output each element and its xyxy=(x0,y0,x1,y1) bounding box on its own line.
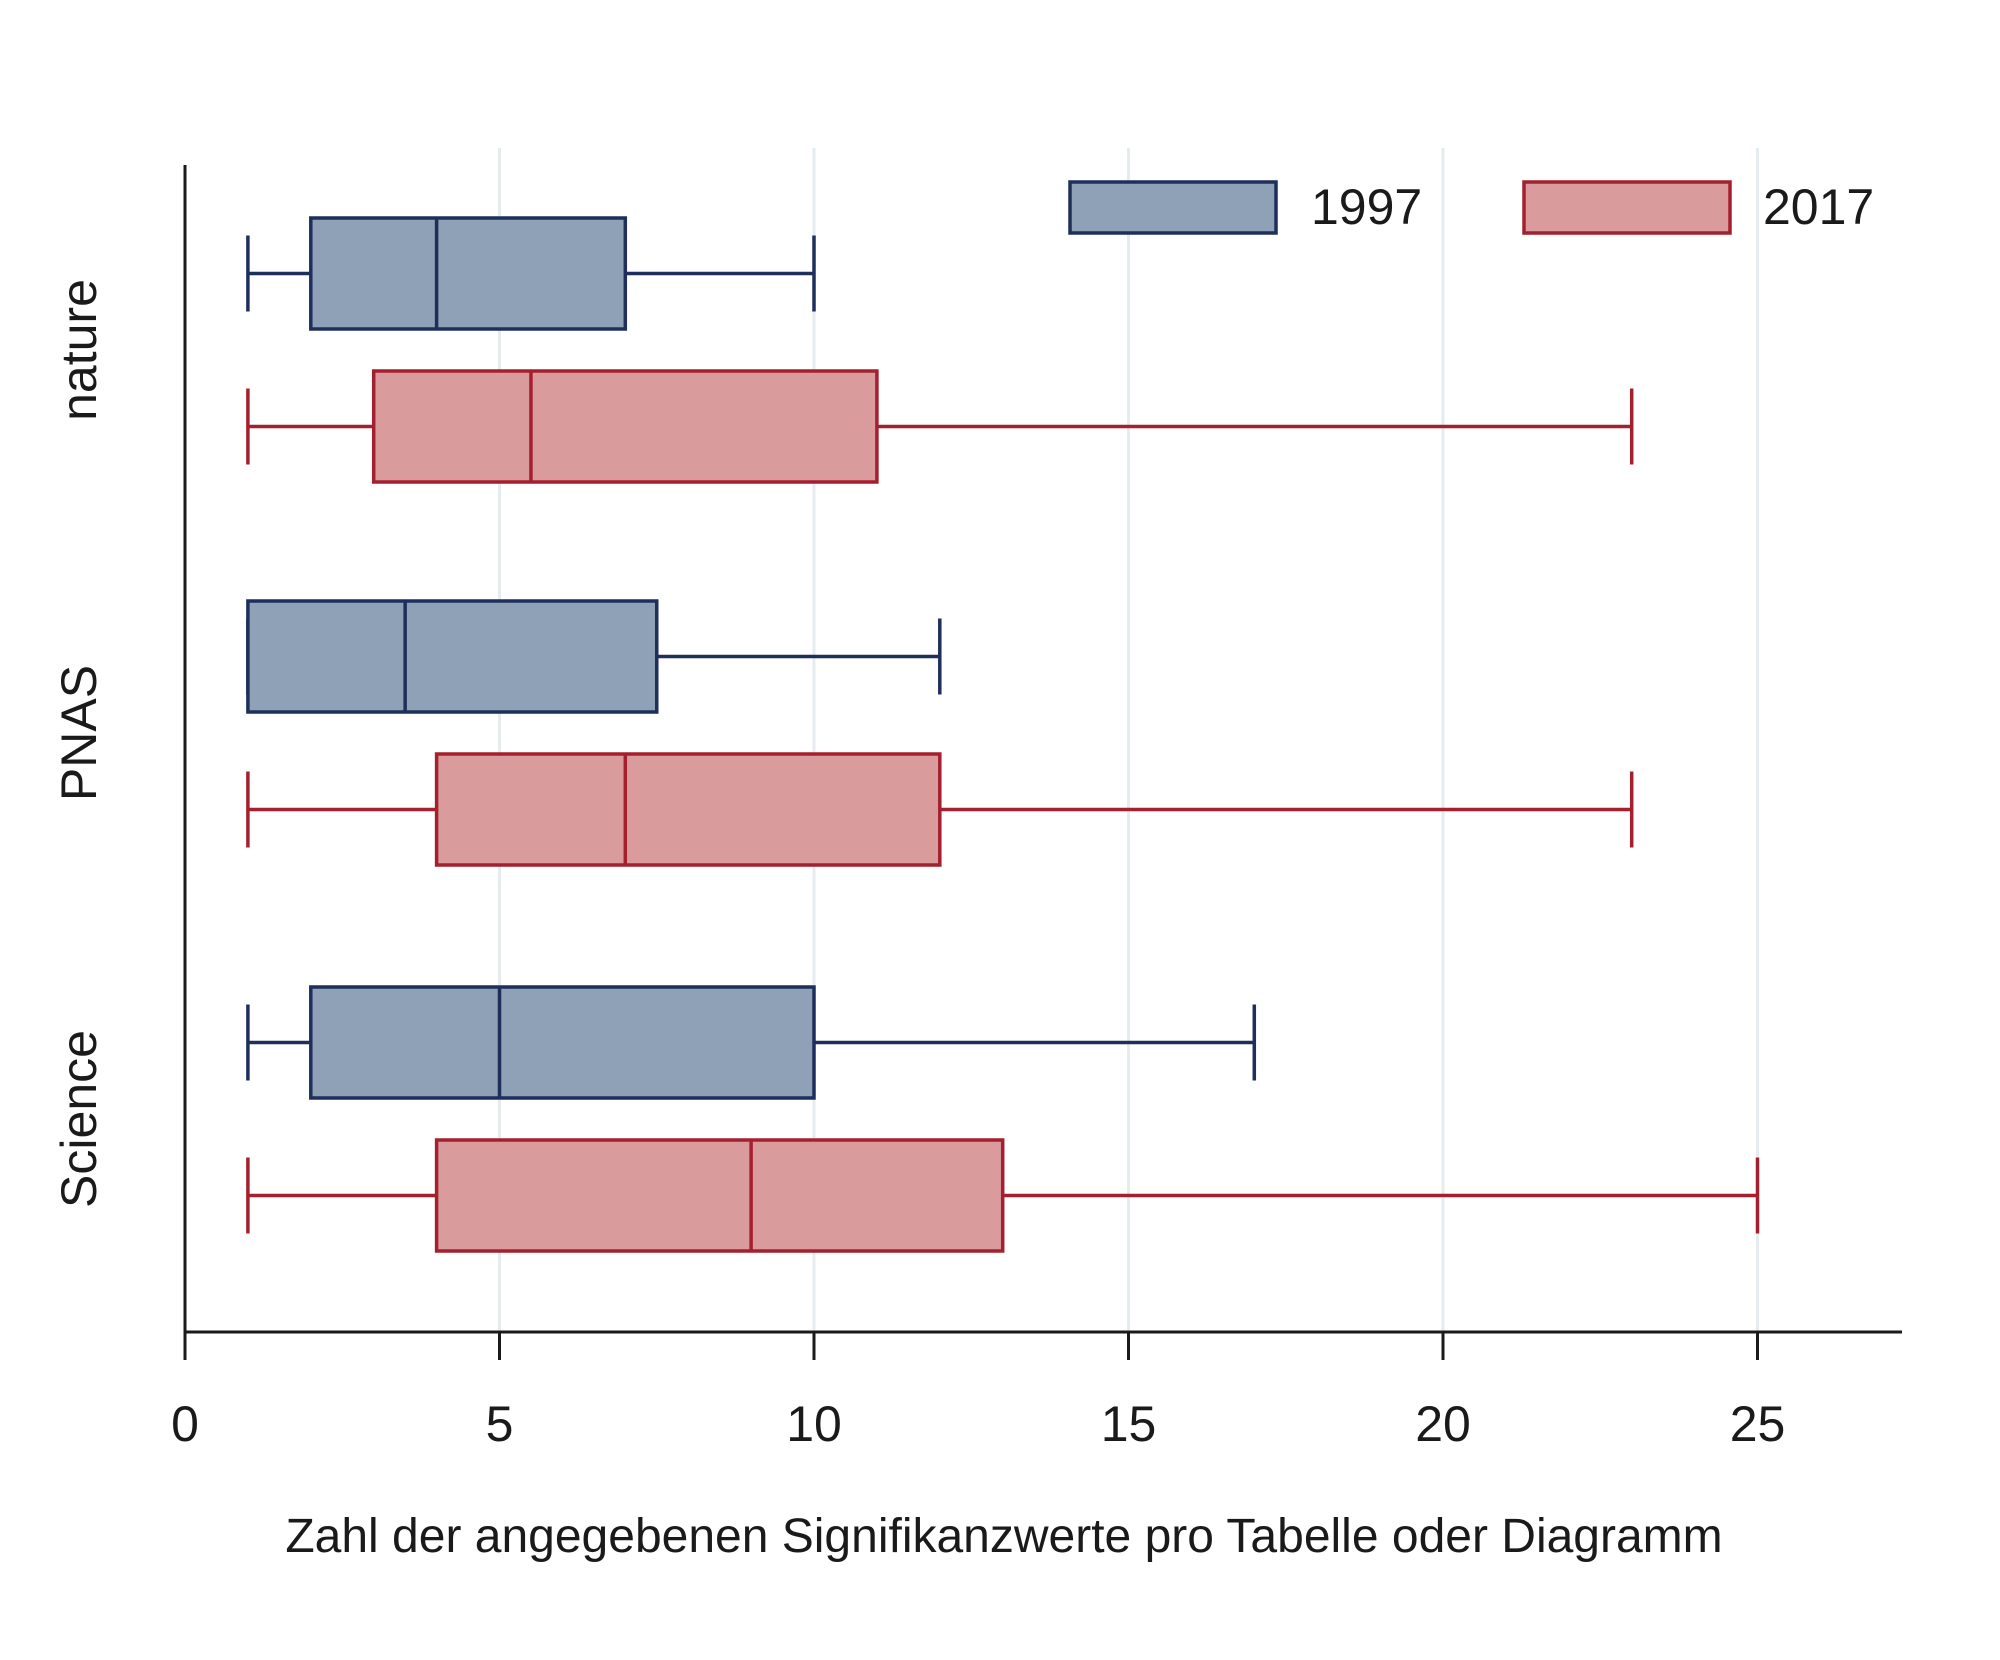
box-pnas-2017 xyxy=(246,752,1634,867)
x-tick-label: 15 xyxy=(1101,1396,1157,1452)
category-label-pnas: PNAS xyxy=(51,665,107,801)
legend-swatch xyxy=(1522,180,1732,235)
iqr-box xyxy=(434,752,942,867)
iqr-box xyxy=(309,216,628,331)
legend-label: 1997 xyxy=(1311,179,1422,235)
legend-item-1997: 1997 xyxy=(1068,179,1422,235)
x-tick-label: 20 xyxy=(1415,1396,1471,1452)
legend-swatch xyxy=(1068,180,1278,235)
category-label-nature: nature xyxy=(51,279,107,421)
box-pnas-1997 xyxy=(246,599,942,714)
category-label-science: Science xyxy=(51,1030,107,1208)
box-nature-2017 xyxy=(246,369,1634,484)
box-plots xyxy=(246,216,1760,1253)
legend-item-2017: 2017 xyxy=(1522,179,1874,235)
axes xyxy=(183,165,1902,1334)
category-labels: nature PNAS Science xyxy=(51,279,107,1208)
x-axis-title: Zahl der angegebenen Signifikanzwerte pr… xyxy=(285,1510,1722,1563)
iqr-box xyxy=(246,599,659,714)
legend: 1997 2017 xyxy=(1068,179,1874,235)
x-tick-label: 25 xyxy=(1730,1396,1786,1452)
box-science-1997 xyxy=(246,985,1257,1100)
x-tick-label: 10 xyxy=(786,1396,842,1452)
legend-label: 2017 xyxy=(1763,179,1874,235)
x-tick-label: 5 xyxy=(486,1396,514,1452)
iqr-box xyxy=(371,369,879,484)
box-science-2017 xyxy=(246,1138,1760,1253)
x-tick-label: 0 xyxy=(171,1396,199,1452)
grid-lines xyxy=(498,148,1759,1332)
iqr-box xyxy=(434,1138,1005,1253)
box-nature-1997 xyxy=(246,216,816,331)
x-axis-ticks: 0 5 10 15 20 25 xyxy=(171,1332,1785,1452)
iqr-box xyxy=(309,985,816,1100)
